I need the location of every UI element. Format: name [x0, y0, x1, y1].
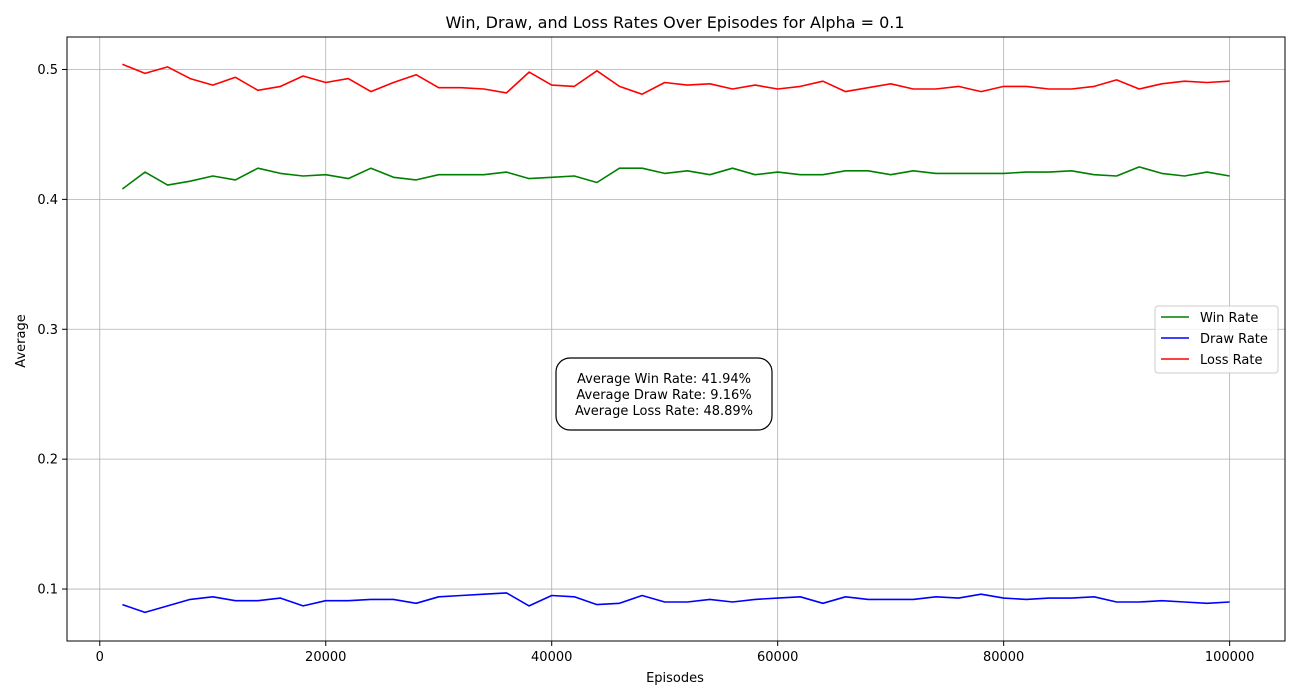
y-tick-label: 0.4 — [37, 193, 58, 208]
x-axis-label: Episodes — [646, 671, 704, 686]
x-tick-label: 100000 — [1205, 650, 1255, 665]
y-tick-label: 0.5 — [37, 63, 58, 78]
x-tick-label: 0 — [96, 650, 104, 665]
grid-lines — [67, 37, 1285, 641]
x-tick-label: 20000 — [305, 650, 346, 665]
x-tick-label: 80000 — [983, 650, 1024, 665]
y-axis-label: Average — [14, 314, 29, 367]
annotation-line: Average Win Rate: 41.94% — [577, 372, 751, 387]
legend: Win Rate Draw Rate Loss Rate — [1154, 305, 1279, 374]
stats-annotation: Average Win Rate: 41.94%Average Draw Rat… — [555, 357, 773, 431]
win-rate-line — [121, 166, 1230, 190]
draw-rate-line — [122, 592, 1230, 614]
x-tick-label: 60000 — [757, 650, 798, 665]
y-tick-label: 0.2 — [37, 453, 58, 468]
annotation-line: Average Loss Rate: 48.89% — [575, 404, 753, 419]
legend-entry: Loss Rate — [1200, 353, 1262, 368]
x-tick-label: 40000 — [531, 650, 572, 665]
legend-box — [1154, 305, 1279, 374]
annotation-box — [555, 357, 773, 431]
loss-rate-line — [122, 63, 1230, 95]
legend-entry: Draw Rate — [1200, 332, 1268, 347]
legend-entry: Win Rate — [1200, 311, 1258, 326]
chart-title: Win, Draw, and Loss Rates Over Episodes … — [445, 13, 904, 32]
y-tick-label: 0.1 — [37, 583, 58, 598]
plot-frame — [66, 36, 1286, 642]
y-tick-label: 0.3 — [37, 323, 58, 338]
annotation-line: Average Draw Rate: 9.16% — [576, 388, 751, 403]
